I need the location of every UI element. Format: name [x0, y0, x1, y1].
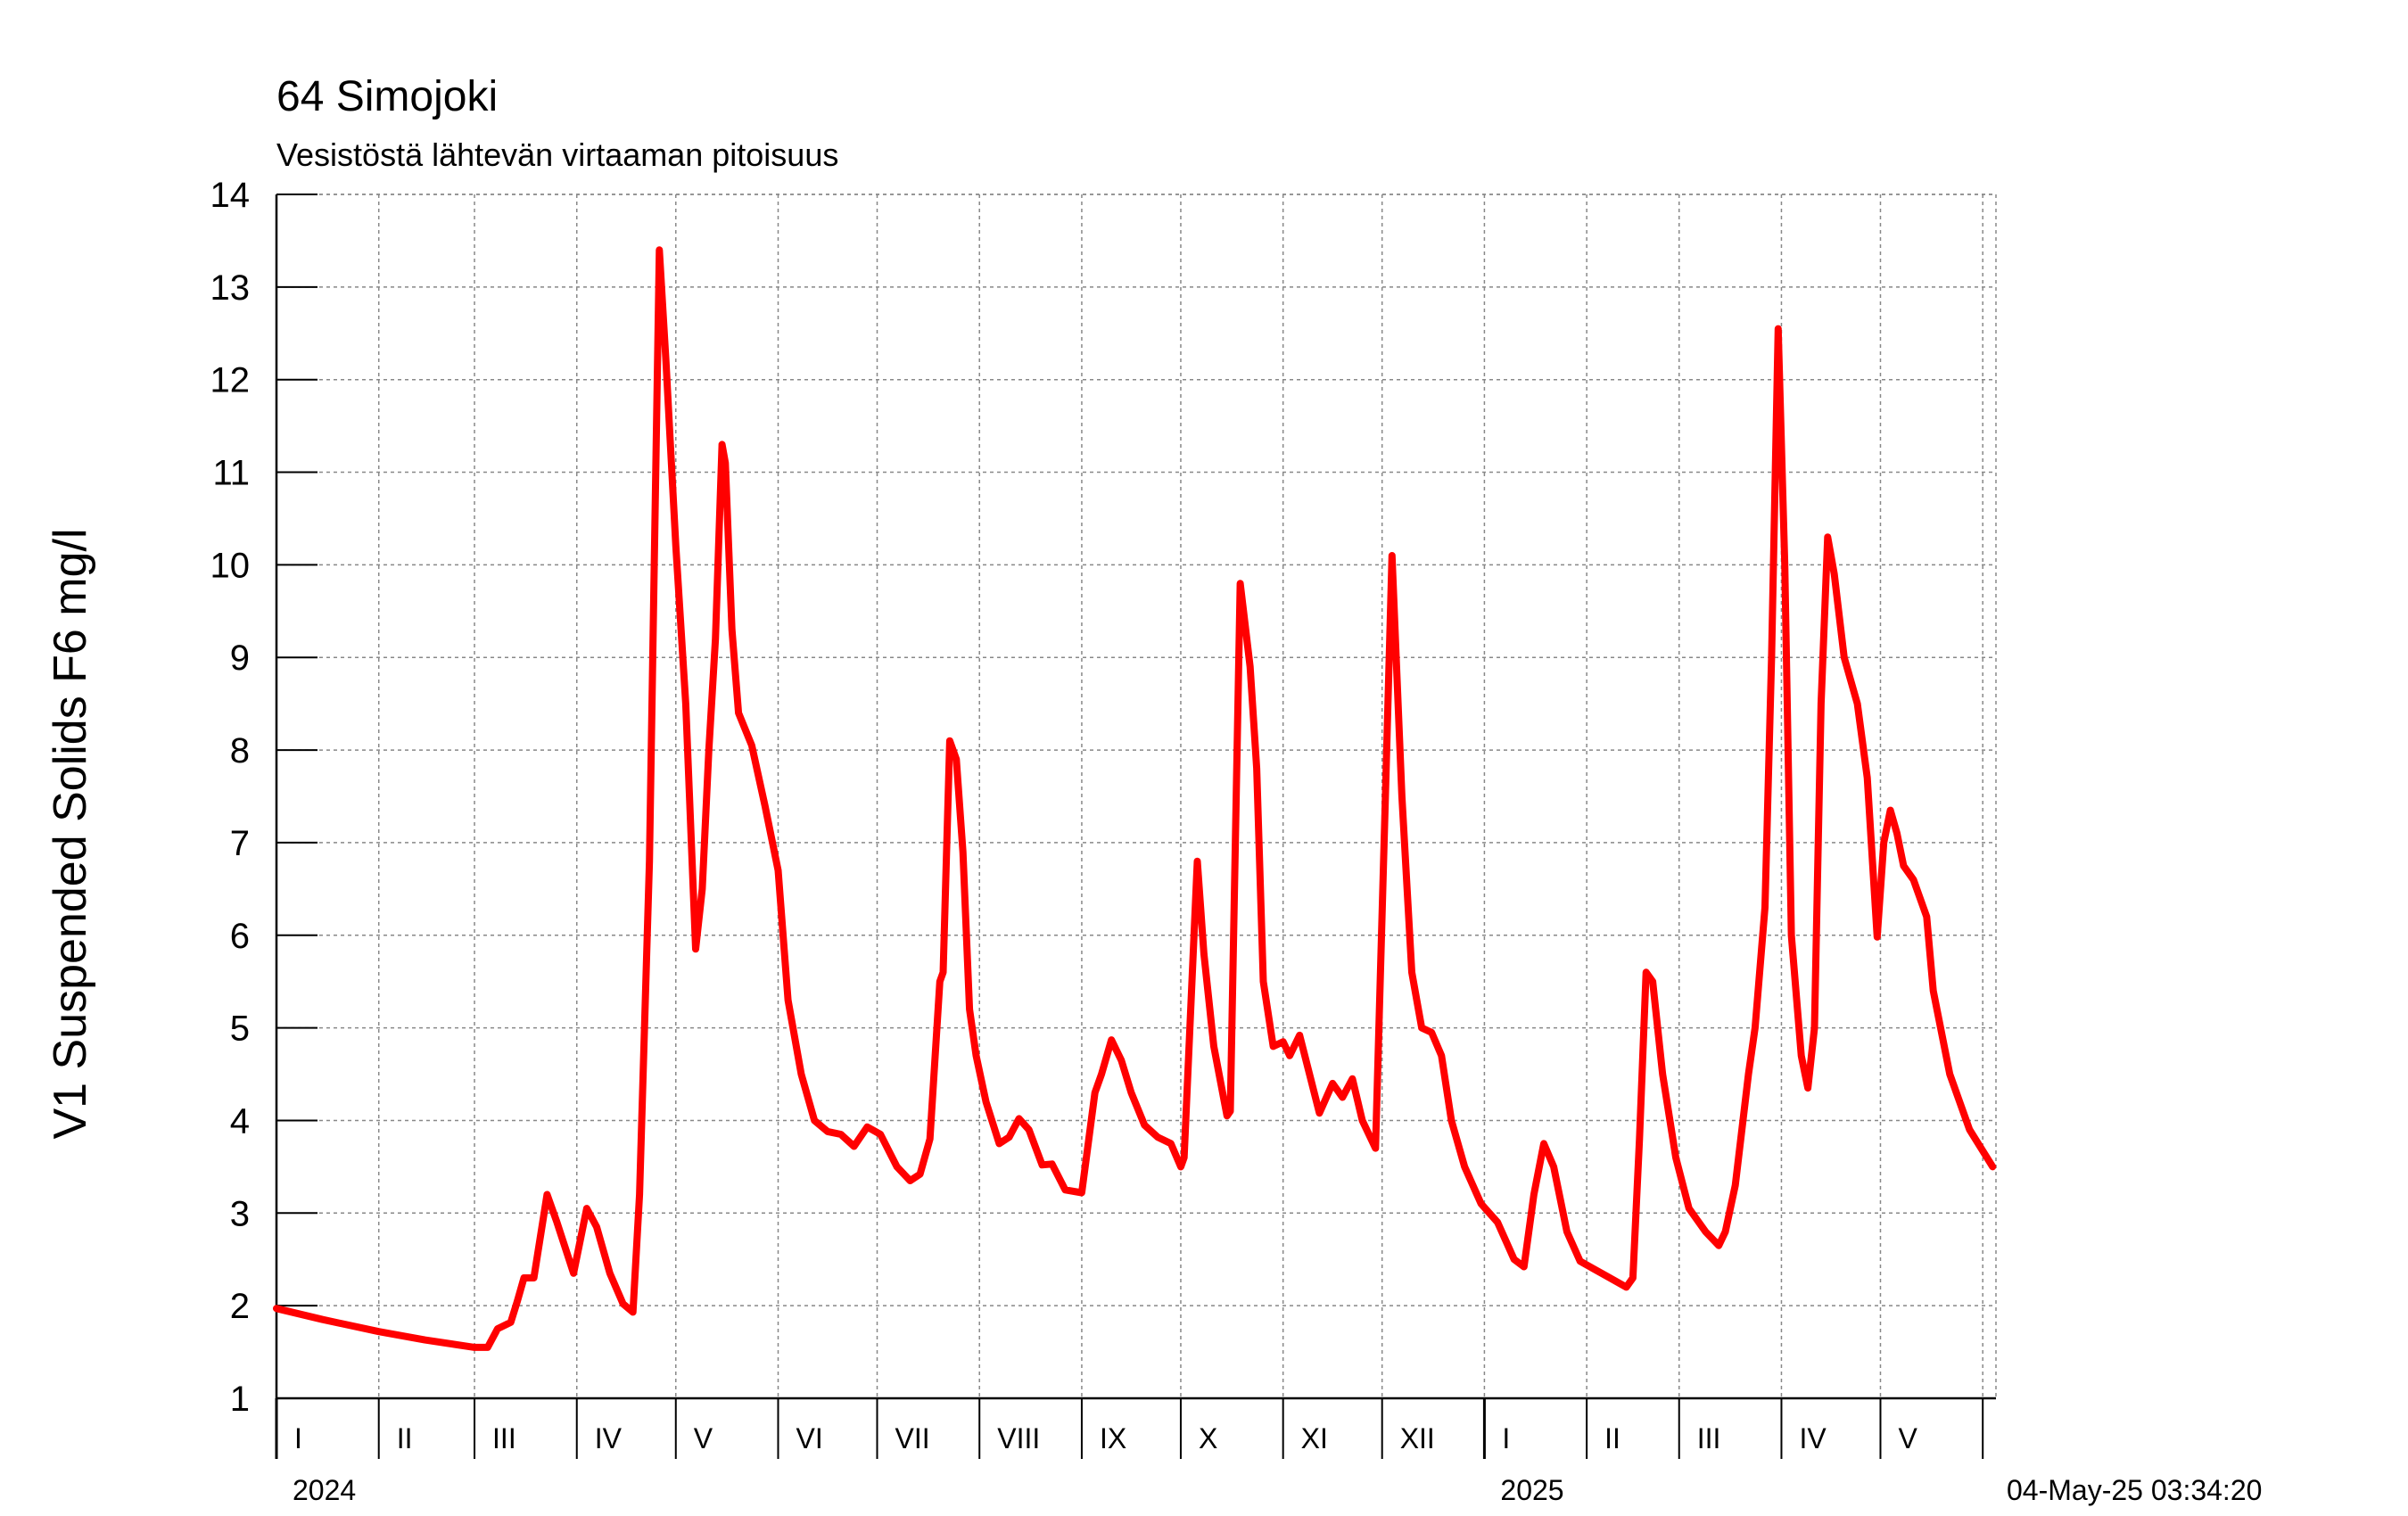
month-label: VIII	[997, 1422, 1040, 1454]
y-tick-label: 4	[230, 1101, 250, 1141]
month-label: III	[492, 1422, 516, 1454]
month-label: I	[294, 1422, 302, 1454]
month-label: XI	[1301, 1422, 1328, 1454]
y-axis-label: V1 Suspended Solids F6 mg/l	[45, 528, 96, 1139]
month-label: IX	[1100, 1422, 1126, 1454]
month-label: I	[1502, 1422, 1510, 1454]
y-tick-label: 14	[210, 176, 251, 215]
y-tick-label: 5	[230, 1009, 250, 1049]
series-layer	[273, 246, 1997, 1351]
year-label: 2024	[293, 1474, 356, 1506]
month-labels: I II III IV V VI VII VIII IX X XI XII I II III IV V	[294, 1422, 1917, 1454]
y-tick-label: 9	[230, 639, 250, 678]
chart-subtitle: Vesistöstä lähtevän virtaaman pitoisuus	[276, 136, 838, 173]
month-label: XII	[1400, 1422, 1435, 1454]
axes	[275, 194, 1996, 1459]
month-label: II	[1604, 1422, 1620, 1454]
month-label: V	[1898, 1422, 1917, 1454]
y-tick-label: 8	[230, 731, 250, 770]
y-tick-label: 12	[210, 361, 251, 400]
y-tick-label: 6	[230, 917, 250, 956]
grid	[276, 194, 1997, 1398]
y-tick-label: 7	[230, 824, 250, 863]
timestamp: 04-May-25 03:34:20	[2007, 1474, 2262, 1506]
month-label: III	[1697, 1422, 1721, 1454]
month-label: II	[397, 1422, 413, 1454]
year-label: 2025	[1500, 1474, 1563, 1506]
month-label: VII	[895, 1422, 930, 1454]
y-tick-label: 1	[230, 1380, 250, 1419]
y-tick-label: 10	[210, 546, 251, 585]
month-label: VI	[796, 1422, 822, 1454]
year-labels: 2024 2025	[293, 1474, 1564, 1506]
y-tick-label: 11	[212, 454, 250, 493]
y-tick-label: 3	[230, 1194, 250, 1233]
y-tick-label: 13	[210, 268, 251, 308]
month-label: V	[694, 1422, 713, 1454]
series-line	[273, 246, 1997, 1351]
month-label: X	[1199, 1422, 1217, 1454]
month-label: IV	[595, 1422, 623, 1454]
y-tick-label: 2	[230, 1287, 250, 1326]
month-label: IV	[1799, 1422, 1827, 1454]
chart-title: 64 Simojoki	[276, 73, 498, 120]
